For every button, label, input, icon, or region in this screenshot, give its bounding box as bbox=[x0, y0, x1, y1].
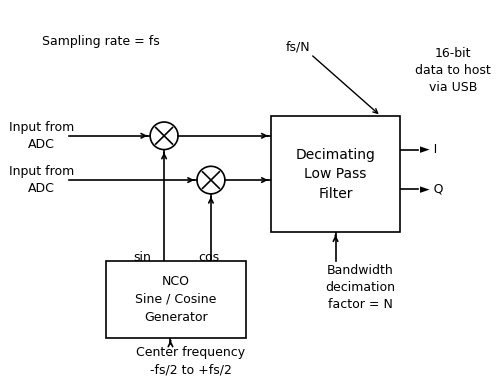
Text: cos: cos bbox=[198, 251, 219, 264]
Text: fs/N: fs/N bbox=[285, 41, 310, 54]
Text: ► Q: ► Q bbox=[421, 182, 444, 195]
Text: Input from
ADC: Input from ADC bbox=[9, 121, 74, 151]
Text: Decimating
Low Pass
Filter: Decimating Low Pass Filter bbox=[296, 148, 375, 201]
Text: Input from
ADC: Input from ADC bbox=[9, 165, 74, 195]
Text: Bandwidth
decimation
factor = N: Bandwidth decimation factor = N bbox=[325, 264, 395, 311]
Bar bbox=[271, 116, 400, 232]
Text: NCO
Sine / Cosine
Generator: NCO Sine / Cosine Generator bbox=[135, 275, 217, 324]
Text: 16-bit
data to host
via USB: 16-bit data to host via USB bbox=[415, 47, 491, 94]
Text: Sampling rate = fs: Sampling rate = fs bbox=[42, 35, 160, 48]
Text: Center frequency
-fs/2 to +fs/2: Center frequency -fs/2 to +fs/2 bbox=[136, 346, 245, 376]
Text: ► I: ► I bbox=[421, 143, 438, 156]
Text: sin: sin bbox=[133, 251, 151, 264]
Bar bbox=[106, 261, 246, 337]
